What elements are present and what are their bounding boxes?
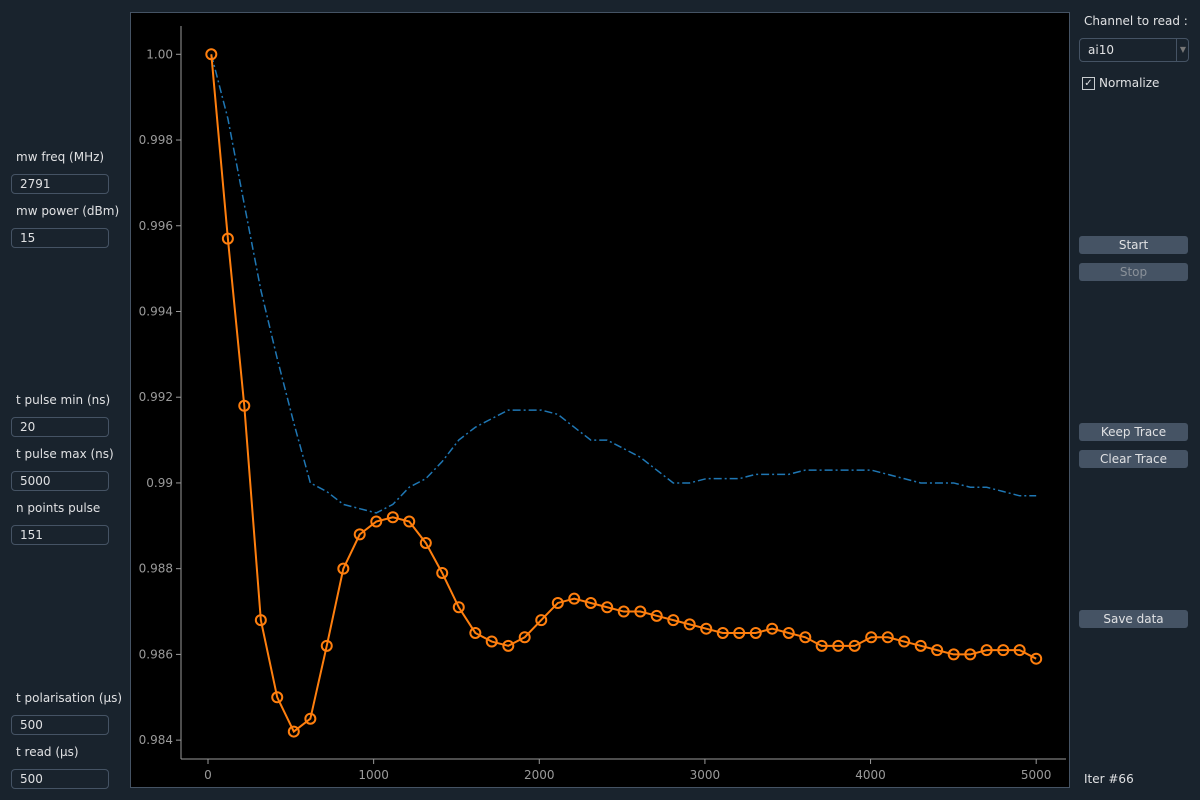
data-point	[683, 618, 696, 631]
y-tick-label: 0.992	[139, 390, 173, 404]
data-point	[815, 639, 828, 652]
chart: 0.984 0.986 0.988 0.99 0.992 0.994 0.996 0.998 1…	[130, 12, 1070, 788]
data-point	[370, 515, 383, 528]
data-point	[799, 631, 812, 644]
x-tick-label: 0	[204, 768, 212, 782]
channel-label: Channel to read :	[1084, 14, 1188, 28]
y-tick-label: 0.988	[139, 562, 173, 576]
data-point	[766, 622, 779, 635]
data-point	[221, 232, 234, 245]
channel-combo[interactable]: ai10	[1079, 38, 1189, 62]
data-point	[485, 635, 498, 648]
field-input[interactable]: 5000	[11, 471, 109, 491]
data-point	[1030, 652, 1043, 665]
keep-trace-button[interactable]: Keep Trace	[1079, 423, 1188, 441]
data-point	[832, 639, 845, 652]
data-point	[403, 515, 416, 528]
clear-trace-button[interactable]: Clear Trace	[1079, 450, 1188, 468]
data-point	[947, 648, 960, 661]
x-tick-label: 2000	[524, 768, 555, 782]
normalize-checkbox[interactable]: ✓	[1082, 77, 1095, 90]
data-point	[502, 639, 515, 652]
data-point	[601, 601, 614, 614]
data-point	[964, 648, 977, 661]
field-input[interactable]: 500	[11, 715, 109, 735]
field-input[interactable]: 2791	[11, 174, 109, 194]
data-point	[782, 626, 795, 639]
x-tick-label: 1000	[358, 768, 389, 782]
data-point	[254, 614, 267, 627]
data-point	[914, 639, 927, 652]
combo-arrow[interactable]: ▼	[1176, 39, 1189, 61]
y-tick-label: 0.994	[139, 304, 173, 318]
data-point	[551, 596, 564, 609]
y-tick-label: 0.996	[139, 219, 173, 233]
stop-button: Stop	[1079, 263, 1188, 281]
field-label: n points pulse	[16, 501, 101, 515]
data-point	[518, 631, 531, 644]
data-point	[386, 511, 399, 524]
data-point	[749, 626, 762, 639]
data-point	[1013, 644, 1026, 657]
data-point	[419, 536, 432, 549]
data-point	[271, 691, 284, 704]
x-tick-label: 4000	[855, 768, 886, 782]
x-tick-label: 5000	[1021, 768, 1052, 782]
data-point	[353, 528, 366, 541]
field-label: t polarisation (μs)	[16, 691, 123, 705]
field-input[interactable]: 20	[11, 417, 109, 437]
normalize-label: Normalize	[1099, 76, 1160, 90]
data-point	[436, 566, 449, 579]
field-label: t pulse max (ns)	[16, 447, 114, 461]
data-point	[337, 562, 350, 575]
y-tick-label: 0.986	[139, 647, 173, 661]
y-tick-label: 0.998	[139, 133, 173, 147]
data-point	[650, 609, 663, 622]
series-line	[210, 54, 1037, 734]
data-point	[716, 626, 729, 639]
data-point	[865, 631, 878, 644]
save-data-button[interactable]: Save data	[1079, 610, 1188, 628]
data-point	[898, 635, 911, 648]
field-input[interactable]: 500	[11, 769, 109, 789]
data-point	[320, 639, 333, 652]
y-tick-label: 0.984	[139, 733, 173, 747]
data-point	[584, 596, 597, 609]
field-label: t read (μs)	[16, 745, 79, 759]
y-tick-label: 1.00	[146, 47, 173, 61]
y-tick-label: 0.99	[146, 476, 173, 490]
data-point	[700, 622, 713, 635]
data-point	[469, 626, 482, 639]
field-label: mw power (dBm)	[16, 204, 120, 218]
data-point	[452, 601, 465, 614]
data-point	[238, 399, 251, 412]
data-point	[980, 644, 993, 657]
data-point	[881, 631, 894, 644]
data-point	[634, 605, 647, 618]
field-label: mw freq (MHz)	[16, 150, 105, 164]
data-point	[287, 725, 300, 738]
field-input[interactable]: 15	[11, 228, 109, 248]
data-point	[667, 614, 680, 627]
field-input[interactable]: 151	[11, 525, 109, 545]
data-point	[997, 644, 1010, 657]
data-point	[304, 712, 317, 725]
field-label: t pulse min (ns)	[16, 393, 111, 407]
iteration-label: Iter #66	[1084, 772, 1134, 786]
data-point	[617, 605, 630, 618]
data-point	[205, 48, 218, 61]
series-line	[210, 54, 1037, 514]
data-point	[568, 592, 581, 605]
data-point	[848, 639, 861, 652]
data-point	[535, 614, 548, 627]
start-button[interactable]: Start	[1079, 236, 1188, 254]
data-point	[733, 626, 746, 639]
data-point	[931, 644, 944, 657]
x-tick-label: 3000	[690, 768, 721, 782]
